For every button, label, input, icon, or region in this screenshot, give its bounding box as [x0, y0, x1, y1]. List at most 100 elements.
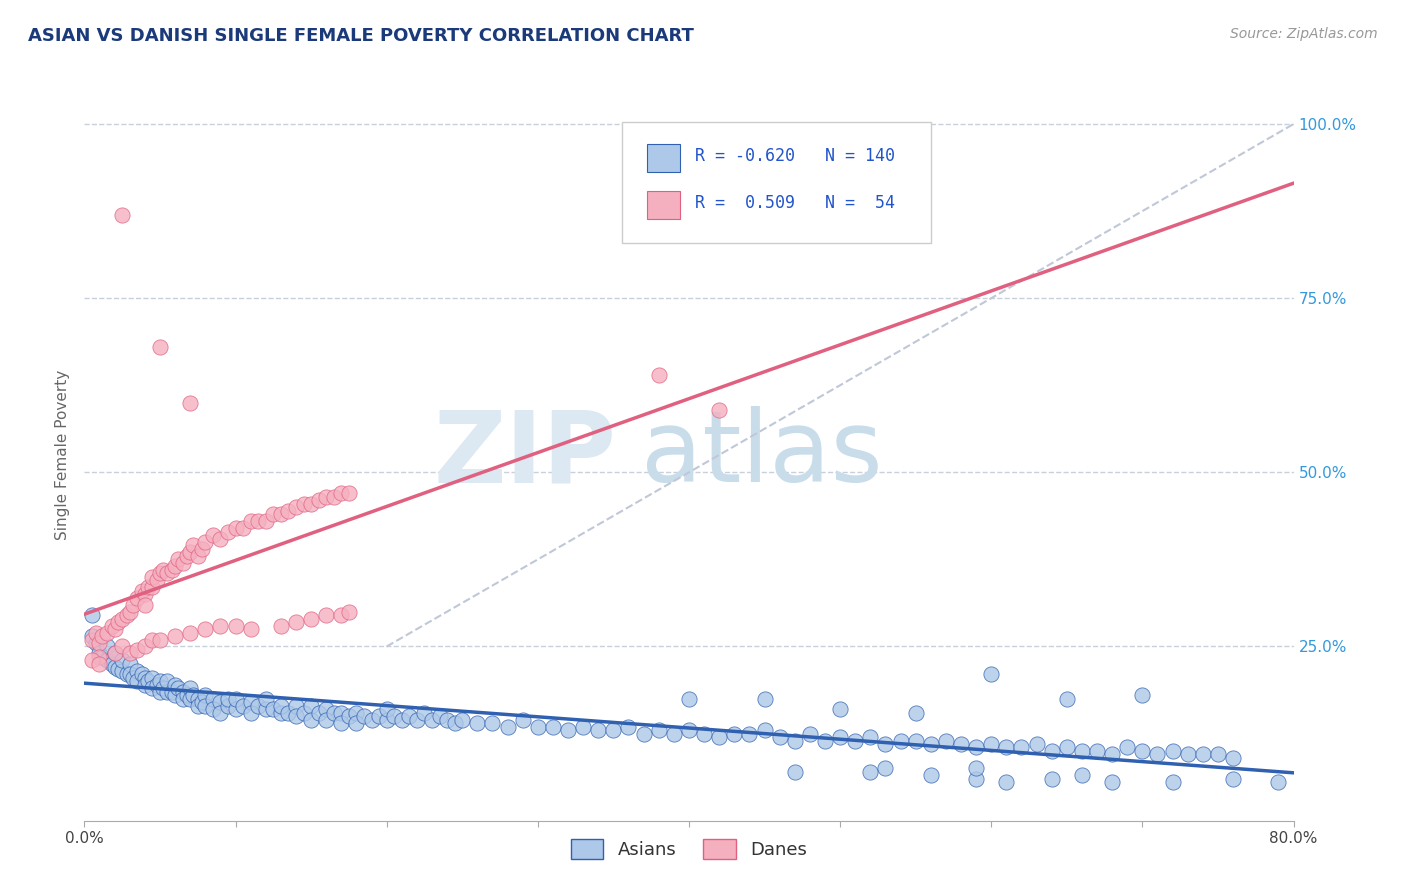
Text: R =  0.509   N =  54: R = 0.509 N = 54 — [695, 194, 896, 211]
Point — [136, 580, 159, 594]
Point — [1101, 775, 1123, 789]
Point — [254, 514, 277, 528]
Point — [368, 709, 391, 723]
Point — [859, 730, 882, 744]
Point — [194, 688, 217, 702]
Point — [176, 688, 198, 702]
Point — [217, 524, 239, 539]
Point — [194, 622, 217, 636]
Point — [165, 559, 187, 574]
Point — [413, 706, 436, 720]
Point — [375, 713, 398, 727]
Point — [1025, 737, 1047, 751]
Point — [239, 695, 262, 709]
Point — [1267, 775, 1289, 789]
Point — [299, 497, 322, 511]
Point — [270, 706, 292, 720]
Point — [346, 716, 368, 731]
Point — [443, 716, 465, 731]
Point — [277, 503, 299, 517]
Point — [1130, 688, 1153, 702]
Text: atlas: atlas — [641, 407, 882, 503]
Point — [104, 622, 127, 636]
Point — [1161, 775, 1184, 789]
Text: ASIAN VS DANISH SINGLE FEMALE POVERTY CORRELATION CHART: ASIAN VS DANISH SINGLE FEMALE POVERTY CO… — [28, 27, 695, 45]
Point — [262, 507, 284, 521]
Point — [617, 720, 640, 734]
Point — [107, 662, 129, 676]
Point — [360, 713, 382, 727]
Point — [262, 702, 284, 716]
Bar — [647, 191, 681, 219]
Point — [100, 618, 122, 632]
Point — [134, 678, 156, 692]
Point — [292, 706, 315, 720]
Point — [80, 629, 103, 643]
Point — [1222, 751, 1244, 765]
Point — [104, 660, 127, 674]
Point — [146, 574, 169, 588]
Point — [875, 737, 897, 751]
Point — [181, 688, 204, 702]
Point — [146, 678, 169, 692]
FancyBboxPatch shape — [623, 122, 931, 243]
Point — [541, 720, 564, 734]
Bar — [647, 144, 681, 172]
Point — [131, 583, 153, 598]
Point — [115, 608, 138, 623]
Point — [754, 691, 776, 706]
Point — [382, 709, 405, 723]
Point — [1206, 747, 1229, 762]
Point — [134, 640, 156, 654]
Point — [783, 733, 806, 747]
Point — [209, 618, 232, 632]
Point — [330, 716, 353, 731]
Point — [141, 681, 163, 696]
Point — [602, 723, 624, 737]
Point — [172, 691, 194, 706]
Point — [754, 723, 776, 737]
Point — [141, 570, 163, 584]
Point — [225, 691, 247, 706]
Point — [648, 723, 671, 737]
Point — [232, 698, 254, 713]
Point — [225, 618, 247, 632]
Point — [285, 698, 308, 713]
Point — [420, 713, 443, 727]
Point — [194, 535, 217, 549]
Point — [662, 726, 685, 740]
Point — [709, 402, 731, 417]
Point — [270, 618, 292, 632]
Point — [167, 552, 190, 566]
Point — [165, 688, 187, 702]
Point — [783, 764, 806, 779]
Point — [209, 706, 232, 720]
Point — [96, 640, 118, 654]
Point — [375, 702, 398, 716]
Point — [134, 671, 156, 685]
Point — [995, 775, 1018, 789]
Point — [904, 733, 927, 747]
Point — [127, 674, 149, 689]
Point — [201, 702, 224, 716]
Point — [337, 486, 360, 500]
Point — [141, 671, 163, 685]
Point — [127, 591, 149, 605]
Point — [330, 608, 353, 623]
Point — [187, 691, 209, 706]
Point — [398, 709, 420, 723]
Point — [830, 702, 852, 716]
Point — [201, 528, 224, 542]
Point — [86, 625, 108, 640]
Point — [467, 716, 489, 731]
Point — [1056, 740, 1078, 755]
Point — [191, 541, 214, 556]
Point — [80, 632, 103, 647]
Point — [429, 709, 451, 723]
Point — [315, 702, 337, 716]
Point — [1116, 740, 1139, 755]
Point — [167, 681, 190, 696]
Point — [678, 691, 700, 706]
Point — [127, 664, 149, 678]
Point — [315, 608, 337, 623]
